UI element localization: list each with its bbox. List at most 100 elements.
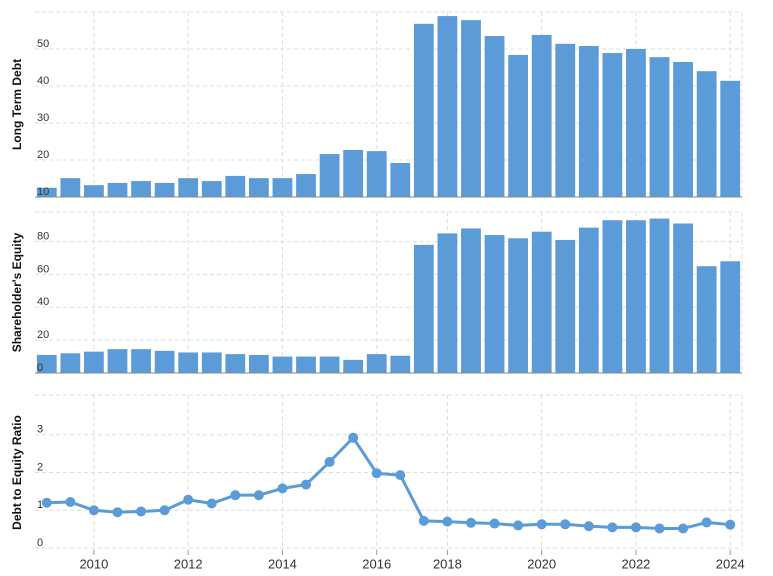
point bbox=[536, 519, 547, 530]
bar bbox=[296, 356, 316, 373]
bar bbox=[673, 61, 693, 198]
bar bbox=[225, 175, 246, 197]
bar bbox=[531, 34, 552, 197]
bar bbox=[484, 36, 505, 197]
point bbox=[630, 522, 641, 533]
y-axis-title: Long Term Debt bbox=[10, 59, 24, 150]
y-tick-label: 40 bbox=[37, 75, 49, 87]
bar bbox=[60, 353, 81, 373]
point bbox=[560, 519, 571, 530]
y-tick-label: 0 bbox=[37, 362, 43, 374]
point bbox=[678, 523, 689, 534]
bar bbox=[36, 354, 57, 373]
y-tick-label: 20 bbox=[37, 329, 49, 341]
bar bbox=[248, 178, 269, 197]
point bbox=[654, 523, 665, 534]
point bbox=[348, 432, 359, 443]
bar bbox=[626, 49, 646, 197]
bar bbox=[696, 266, 717, 373]
bar bbox=[508, 238, 529, 373]
bar bbox=[461, 228, 481, 373]
bar bbox=[555, 43, 576, 197]
point bbox=[112, 507, 123, 518]
point bbox=[277, 483, 288, 494]
y-tick-label: 2 bbox=[37, 461, 43, 473]
bar bbox=[649, 57, 670, 197]
y-tick-label: 20 bbox=[37, 149, 49, 161]
x-tick-label: 2018 bbox=[433, 556, 462, 571]
bar bbox=[131, 349, 151, 373]
bar bbox=[296, 174, 316, 197]
x-tick-label: 2014 bbox=[268, 556, 297, 571]
point bbox=[41, 497, 52, 508]
bar bbox=[60, 178, 81, 197]
bar bbox=[578, 227, 599, 373]
y-tick-label: 30 bbox=[37, 112, 49, 124]
point bbox=[159, 505, 170, 516]
bar bbox=[649, 218, 670, 373]
bar bbox=[602, 220, 623, 373]
bar bbox=[343, 150, 364, 197]
y-axis-title: Shareholder's Equity bbox=[10, 232, 24, 352]
point bbox=[513, 520, 524, 531]
bar bbox=[272, 178, 293, 197]
y-tick-label: 80 bbox=[37, 230, 49, 242]
point bbox=[88, 505, 99, 516]
bar bbox=[484, 235, 505, 373]
bar bbox=[225, 354, 246, 373]
point bbox=[725, 519, 736, 530]
bar bbox=[578, 46, 599, 197]
bar bbox=[508, 54, 529, 197]
bar bbox=[319, 154, 340, 197]
point bbox=[324, 456, 335, 467]
bar bbox=[437, 233, 458, 373]
point bbox=[701, 517, 712, 528]
bar bbox=[602, 53, 623, 197]
y-tick-label: 0 bbox=[37, 537, 43, 549]
bar bbox=[107, 182, 128, 197]
bar bbox=[178, 178, 199, 197]
point bbox=[301, 479, 312, 490]
x-tick-label: 2012 bbox=[174, 556, 203, 571]
y-tick-label: 50 bbox=[37, 38, 49, 50]
point bbox=[607, 522, 618, 533]
line bbox=[46, 435, 731, 530]
bar bbox=[390, 162, 411, 197]
bar bbox=[107, 349, 128, 373]
bar bbox=[390, 355, 411, 373]
point bbox=[230, 490, 241, 501]
bar bbox=[673, 223, 693, 373]
bar bbox=[131, 181, 151, 197]
bar bbox=[201, 352, 222, 373]
y-axis-title: Debt to Equity Ratio bbox=[10, 415, 24, 530]
y-tick-label: 3 bbox=[37, 424, 43, 436]
bar bbox=[319, 356, 340, 373]
bar bbox=[366, 354, 387, 373]
bar bbox=[626, 220, 646, 373]
bar bbox=[437, 16, 458, 197]
bar bbox=[84, 351, 104, 373]
x-tick-label: 2010 bbox=[79, 556, 108, 571]
bar bbox=[461, 20, 481, 197]
bar bbox=[36, 187, 57, 197]
bar bbox=[555, 239, 576, 373]
bar bbox=[366, 151, 387, 197]
point bbox=[183, 494, 194, 505]
bar bbox=[343, 359, 364, 373]
bar bbox=[696, 71, 717, 197]
bar bbox=[720, 80, 741, 197]
point bbox=[206, 498, 217, 509]
point bbox=[583, 521, 594, 532]
bar bbox=[720, 261, 741, 373]
point bbox=[371, 468, 382, 479]
point bbox=[465, 517, 476, 528]
y-tick-label: 10 bbox=[37, 186, 49, 198]
bar bbox=[413, 244, 434, 373]
bar bbox=[272, 356, 293, 373]
point bbox=[489, 518, 500, 529]
bar bbox=[154, 350, 175, 373]
bar bbox=[178, 352, 199, 373]
point bbox=[395, 470, 406, 481]
x-tick-label: 2022 bbox=[621, 556, 650, 571]
